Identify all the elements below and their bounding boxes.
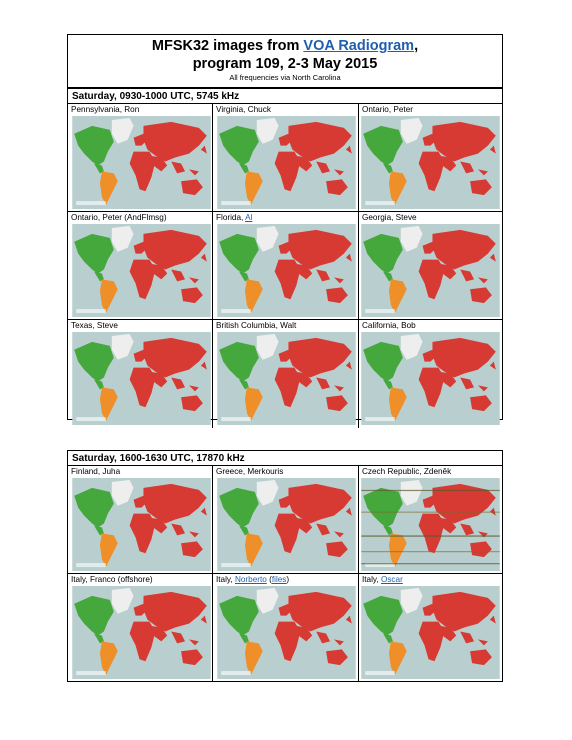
- page-title-line-2: program 109, 2-3 May 2015: [192, 56, 378, 72]
- image-cell: Italy, Norberto (files): [213, 574, 359, 682]
- image-grid: Pennsylvania, Ron Virginia, Chuck Ontari…: [68, 104, 502, 428]
- world-map-image: [72, 116, 211, 209]
- image-cell: British Columbia, Walt: [213, 320, 359, 428]
- section-header: Saturday, 1600-1630 UTC, 17870 kHz: [68, 451, 502, 466]
- image-grid: Finland, Juha Greece, Merkouris Czech Re…: [68, 466, 502, 682]
- cell-label: British Columbia, Walt: [216, 321, 297, 330]
- section-morning: Saturday, 0930-1000 UTC, 5745 kHz Pennsy…: [67, 88, 503, 428]
- image-cell: Greece, Merkouris: [213, 466, 359, 574]
- world-map-image: [361, 332, 500, 425]
- noise-streaks: [361, 489, 500, 565]
- image-cell: Florida, Al: [213, 212, 359, 320]
- label-text: (: [266, 575, 272, 584]
- page-title-box: MFSK32 images from VOA Radiogram, progra…: [67, 34, 503, 88]
- image-cell: Pennsylvania, Ron: [68, 104, 213, 212]
- label-text: Florida,: [216, 213, 246, 222]
- image-cell: Czech Republic, Zdeněk: [359, 466, 502, 574]
- world-map-image: [72, 586, 211, 679]
- image-cell: Ontario, Peter (AndFlmsg): [68, 212, 213, 320]
- cell-label: Georgia, Steve: [362, 213, 417, 222]
- world-map-image: [217, 116, 356, 209]
- files-link[interactable]: files: [271, 575, 287, 584]
- world-map-image: [217, 478, 356, 571]
- world-map-image: [72, 478, 211, 571]
- voa-radiogram-link[interactable]: VOA Radiogram: [303, 38, 415, 54]
- image-cell: Texas, Steve: [68, 320, 213, 428]
- world-map-image: [217, 332, 356, 425]
- image-cell: Virginia, Chuck: [213, 104, 359, 212]
- image-cell: Georgia, Steve: [359, 212, 502, 320]
- cell-label: California, Bob: [362, 321, 416, 330]
- label-text: Italy,: [216, 575, 235, 584]
- cell-label: Italy, Oscar: [359, 574, 502, 585]
- section-header: Saturday, 0930-1000 UTC, 5745 kHz: [68, 89, 502, 104]
- cell-label: Italy, Franco (offshore): [71, 575, 153, 584]
- cell-label: Pennsylvania, Ron: [71, 105, 140, 114]
- cell-label: Italy, Norberto (files): [213, 574, 358, 585]
- world-map-image: [361, 478, 500, 571]
- section-afternoon: Saturday, 1600-1630 UTC, 17870 kHz Finla…: [67, 450, 503, 682]
- norberto-link[interactable]: Norberto: [234, 575, 267, 584]
- world-map-image: [361, 586, 500, 679]
- oscar-link[interactable]: Oscar: [380, 575, 403, 584]
- label-text: ): [286, 575, 290, 584]
- world-map-image: [217, 586, 356, 679]
- world-map-image: [361, 116, 500, 209]
- cell-label: Czech Republic, Zdeněk: [362, 467, 452, 476]
- image-cell: Ontario, Peter: [359, 104, 502, 212]
- cell-label: Ontario, Peter (AndFlmsg): [71, 213, 167, 222]
- label-text: Italy,: [362, 575, 381, 584]
- cell-label: Greece, Merkouris: [216, 467, 284, 476]
- title-suffix: ,: [414, 38, 419, 54]
- page-title-line-1: MFSK32 images from VOA Radiogram,: [68, 37, 502, 55]
- cell-label: Texas, Steve: [71, 321, 118, 330]
- world-map-image: [217, 224, 356, 317]
- image-cell: Italy, Franco (offshore): [68, 574, 213, 682]
- cell-label: Florida, Al: [213, 212, 358, 223]
- title-prefix: MFSK32 images from: [151, 38, 304, 54]
- world-map-image: [72, 332, 211, 425]
- world-map-image: [361, 224, 500, 317]
- image-cell: Italy, Oscar: [359, 574, 502, 682]
- al-link[interactable]: Al: [245, 213, 253, 222]
- cell-label: Virginia, Chuck: [216, 105, 271, 114]
- image-cell: California, Bob: [359, 320, 502, 428]
- cell-label: Finland, Juha: [71, 467, 121, 476]
- cell-label: Ontario, Peter: [362, 105, 413, 114]
- image-cell: Finland, Juha: [68, 466, 213, 574]
- world-map-image: [72, 224, 211, 317]
- page-subtitle: All frequencies via North Carolina: [229, 73, 341, 82]
